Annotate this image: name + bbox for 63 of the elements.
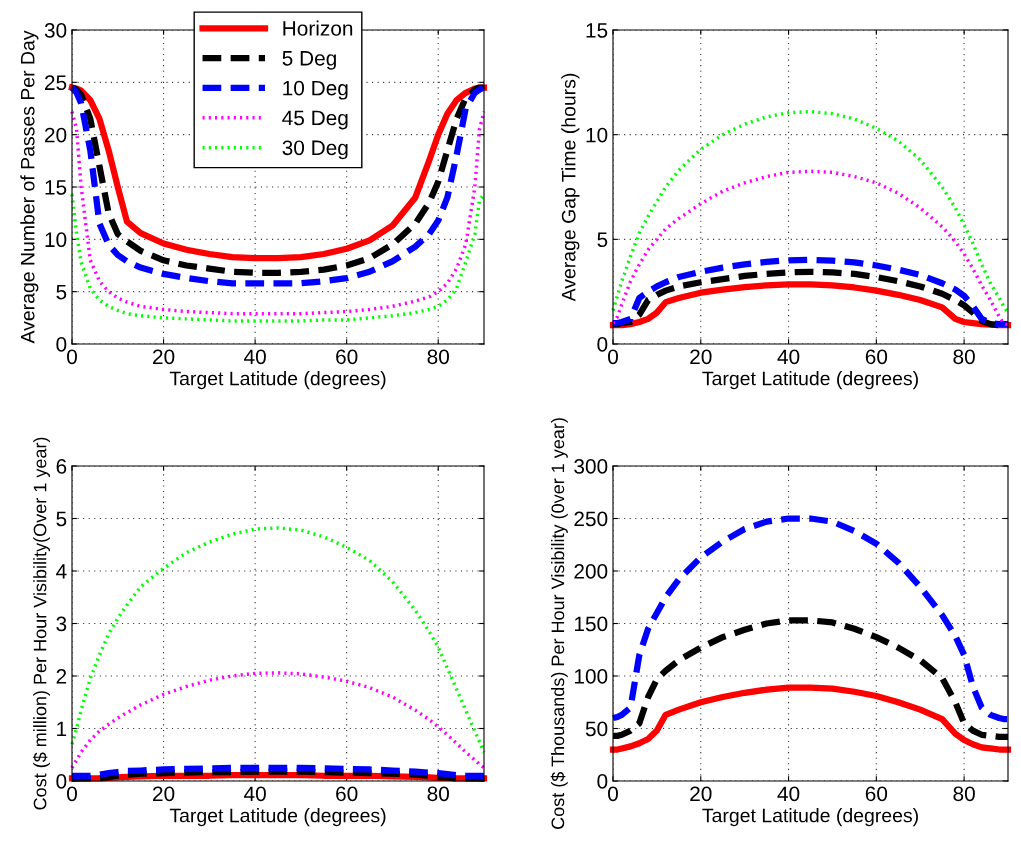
y-tick-label: 0 <box>597 774 608 789</box>
y-tick-label: 0 <box>56 337 67 352</box>
y-axis-title: Cost ($ Thousands) Per Hour Visibility (0ver 1 year) <box>550 418 568 829</box>
x-tick-label: 0 <box>608 786 618 802</box>
x-tick-label: 80 <box>427 786 449 802</box>
y-tick-label: 15 <box>586 23 608 38</box>
y-axis-title: Average Gap Time (hours) <box>561 73 580 302</box>
x-tick-label: 20 <box>690 349 712 365</box>
y-tick-label: 6 <box>56 459 67 474</box>
legend-label: 30 Deg <box>282 140 348 160</box>
y-tick-label: 10 <box>45 232 67 248</box>
y-tick-label: 200 <box>574 564 608 579</box>
line-series <box>70 109 486 316</box>
y-tick-label: 25 <box>45 75 67 91</box>
x-tick-label: 20 <box>153 349 175 365</box>
y-tick-label: 5 <box>597 232 608 248</box>
line-series <box>70 526 486 754</box>
y-tick-label: 5 <box>56 284 67 300</box>
line-series <box>70 192 486 323</box>
x-tick-label: 80 <box>953 349 975 365</box>
y-tick-label: 15 <box>45 180 67 195</box>
y-tick-label: 300 <box>574 459 608 474</box>
legend-label: 5 Deg <box>282 51 336 70</box>
legend-label: 45 Deg <box>282 110 348 130</box>
y-tick-label: 250 <box>574 511 608 527</box>
y-tick-label: 30 <box>44 23 67 38</box>
y-tick-label: 5 <box>56 511 67 527</box>
x-axis-title: Target Latitude (degrees) <box>169 371 386 390</box>
x-tick-label: 80 <box>953 786 975 802</box>
y-tick-label: 50 <box>585 721 608 737</box>
x-tick-label: 80 <box>427 349 449 365</box>
x-tick-label: 40 <box>777 786 800 802</box>
x-axis-title: Target Latitude (degrees) <box>169 808 386 827</box>
x-tick-label: 40 <box>777 349 800 365</box>
y-tick-label: 3 <box>56 616 67 632</box>
y-tick-label: 20 <box>45 127 67 143</box>
x-tick-label: 0 <box>67 349 77 365</box>
y-axis-title: Cost ($ million) Per Hour Visibility(Over 1 year) <box>32 437 50 810</box>
y-tick-label: 150 <box>574 616 608 632</box>
x-tick-label: 40 <box>244 786 266 802</box>
legend-label: Horizon <box>283 20 353 36</box>
y-tick-label: 0 <box>597 337 608 352</box>
legend-label: 10 Deg <box>283 80 348 100</box>
x-tick-label: 60 <box>865 349 888 365</box>
y-tick-label: 0 <box>56 774 67 789</box>
y-tick-label: 10 <box>586 127 608 143</box>
y-tick-label: 2 <box>56 669 67 684</box>
x-tick-label: 20 <box>153 786 175 802</box>
x-tick-label: 20 <box>690 786 712 802</box>
x-axis-title: Target Latitude (degrees) <box>702 371 918 390</box>
x-tick-label: 0 <box>608 349 618 365</box>
line-series <box>70 671 486 770</box>
x-tick-label: 40 <box>244 349 266 365</box>
x-tick-label: 0 <box>67 786 77 802</box>
x-axis-title: Target Latitude (degrees) <box>702 808 918 827</box>
y-tick-label: 100 <box>574 669 608 684</box>
x-tick-label: 60 <box>865 786 888 802</box>
y-tick-label: 4 <box>56 564 67 579</box>
line-series <box>611 169 1010 327</box>
y-tick-label: 1 <box>57 721 67 737</box>
x-tick-label: 60 <box>336 786 358 802</box>
x-tick-label: 60 <box>336 349 358 365</box>
y-axis-title: Average Number of Passes Per Day <box>20 30 39 344</box>
